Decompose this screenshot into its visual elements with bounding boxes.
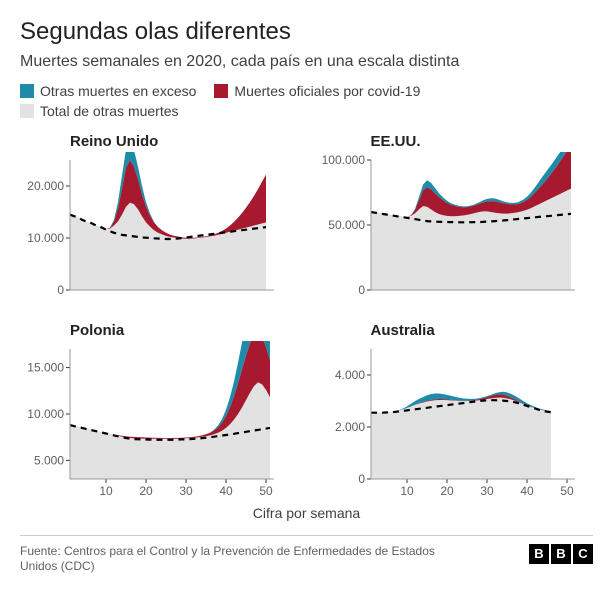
y-tick-label: 10.000 <box>27 231 64 245</box>
legend-item: Total de otras muertes <box>20 103 179 119</box>
y-tick-label: 2.000 <box>334 420 364 434</box>
logo-block: B <box>529 544 549 564</box>
area-other-deaths <box>70 202 266 289</box>
footer: Fuente: Centros para el Control y la Pre… <box>20 535 593 575</box>
legend-label: Muertes oficiales por covid-19 <box>234 83 420 99</box>
x-tick-label: 20 <box>440 484 454 498</box>
chart-panel: Polonia 5.000 10.000 15.000 10 20 30 40 50 <box>20 322 293 501</box>
area-other-deaths <box>371 188 571 289</box>
legend: Otras muertes en exceso Muertes oficiales… <box>20 83 593 119</box>
y-tick-label: 10.000 <box>27 407 64 421</box>
chart-svg: 0 50.000 100.000 <box>321 152 581 312</box>
x-tick-label: 10 <box>99 484 113 498</box>
chart-title: Segundas olas diferentes <box>20 18 593 46</box>
legend-label: Total de otras muertes <box>40 103 179 119</box>
x-tick-label: 30 <box>179 484 193 498</box>
x-tick-label: 50 <box>560 484 574 498</box>
source-text: Fuente: Centros para el Control y la Pre… <box>20 544 460 575</box>
bbc-logo: BBC <box>529 544 593 564</box>
y-tick-label: 0 <box>358 283 365 297</box>
chart-svg: 5.000 10.000 15.000 10 20 30 40 50 <box>20 341 280 501</box>
y-tick-label: 50.000 <box>328 218 365 232</box>
y-tick-label: 100.000 <box>321 153 365 167</box>
x-axis-label: Cifra por semana <box>20 505 593 521</box>
logo-block: B <box>551 544 571 564</box>
chart-subtitle: Muertes semanales en 2020, cada país en … <box>20 52 593 73</box>
y-tick-label: 4.000 <box>334 368 364 382</box>
chart-area: 0 10.000 20.000 <box>20 152 293 312</box>
y-tick-label: 5.000 <box>34 453 64 467</box>
area-other-deaths <box>371 397 551 478</box>
x-tick-label: 50 <box>259 484 273 498</box>
x-tick-label: 10 <box>400 484 414 498</box>
chart-svg: 0 10.000 20.000 <box>20 152 280 312</box>
y-tick-label: 20.000 <box>27 179 64 193</box>
panel-title: Australia <box>371 322 594 339</box>
panel-grid: Reino Unido010.00020.000EE.UU.050.000100… <box>20 133 593 501</box>
x-tick-label: 30 <box>480 484 494 498</box>
x-tick-label: 40 <box>219 484 233 498</box>
logo-block: C <box>573 544 593 564</box>
x-tick-label: 20 <box>139 484 153 498</box>
chart-panel: Australia 0 2.000 4.000 10 20 30 40 50 <box>321 322 594 501</box>
chart-svg: 0 2.000 4.000 10 20 30 40 50 <box>321 341 581 501</box>
legend-swatch <box>20 84 34 98</box>
panel-title: Reino Unido <box>70 133 293 150</box>
y-tick-label: 15.000 <box>27 360 64 374</box>
chart-panel: Reino Unido 0 10.000 20.000 <box>20 133 293 312</box>
panel-title: EE.UU. <box>371 133 594 150</box>
chart-area: 5.000 10.000 15.000 10 20 30 40 50 <box>20 341 293 501</box>
panel-title: Polonia <box>70 322 293 339</box>
y-tick-label: 0 <box>358 472 365 486</box>
legend-swatch <box>214 84 228 98</box>
legend-item: Muertes oficiales por covid-19 <box>214 83 420 99</box>
x-tick-label: 40 <box>520 484 534 498</box>
chart-area: 0 50.000 100.000 <box>321 152 594 312</box>
chart-panel: EE.UU. 0 50.000 100.000 <box>321 133 594 312</box>
legend-swatch <box>20 104 34 118</box>
legend-item: Otras muertes en exceso <box>20 83 196 99</box>
legend-label: Otras muertes en exceso <box>40 83 196 99</box>
y-tick-label: 0 <box>57 283 64 297</box>
chart-area: 0 2.000 4.000 10 20 30 40 50 <box>321 341 594 501</box>
